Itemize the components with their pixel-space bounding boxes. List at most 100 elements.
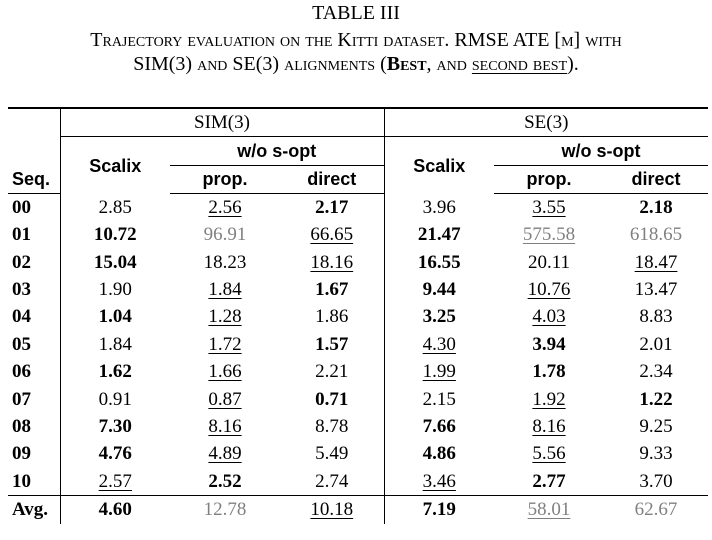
value-cell: 1.72 bbox=[170, 331, 280, 358]
value-cell: 1.99 bbox=[383, 358, 494, 386]
value-cell: 9.25 bbox=[604, 413, 708, 440]
value-cell: 3.96 bbox=[383, 193, 494, 222]
value-text: 58.01 bbox=[527, 499, 571, 521]
caption-unit: m bbox=[561, 29, 574, 51]
value-text: 1.57 bbox=[315, 333, 349, 355]
value-cell: 1.86 bbox=[280, 304, 384, 331]
header-prop-sim3: prop. bbox=[170, 165, 280, 195]
value-text: 62.67 bbox=[634, 499, 678, 521]
value-cell: 1.84 bbox=[59, 331, 170, 359]
caption-best-label: Best bbox=[386, 53, 427, 75]
seq-cell: 04 bbox=[12, 306, 31, 328]
value-text: 1.22 bbox=[639, 388, 673, 410]
value-text: 1.04 bbox=[98, 306, 132, 328]
value-text: 0.71 bbox=[315, 388, 349, 410]
value-cell: 10.76 bbox=[494, 276, 604, 303]
header-seq: Seq. bbox=[8, 165, 60, 195]
value-text: 9.44 bbox=[422, 279, 456, 301]
value-text: 2.77 bbox=[532, 470, 566, 492]
table-row: 05 1.84 1.72 1.57 4.30 3.94 2.01 bbox=[8, 331, 708, 359]
value-text: 16.55 bbox=[417, 251, 461, 273]
results-table: SIM(3) SE(3) Scalix w/o s-opt Scalix w/o… bbox=[8, 107, 708, 524]
value-text: 2.85 bbox=[98, 196, 132, 218]
caption-line-2: SIM(3) and SE(3) alignments (Best, and s… bbox=[0, 52, 712, 76]
table-row: 08 7.30 8.16 8.78 7.66 8.16 9.25 bbox=[8, 413, 708, 441]
value-text: 1.66 bbox=[208, 361, 242, 383]
caption-text: dataset. RMSE ATE [ bbox=[378, 29, 562, 51]
value-cell: 10.72 bbox=[59, 221, 170, 249]
value-text: 66.65 bbox=[310, 224, 354, 246]
caption-line-1: Trajectory evaluation on the Kitti datas… bbox=[0, 28, 712, 52]
seq-cell: 08 bbox=[12, 415, 31, 437]
caption-dataset-name: Kitti bbox=[337, 29, 379, 51]
value-text: 10.72 bbox=[93, 224, 137, 246]
value-text: 1.72 bbox=[208, 333, 242, 355]
value-cell: 2.85 bbox=[59, 193, 170, 222]
value-cell: 618.65 bbox=[604, 222, 708, 249]
seq-cell: 05 bbox=[12, 333, 31, 355]
seq-cell: 07 bbox=[12, 388, 31, 410]
caption-text: Trajectory evaluation on the bbox=[90, 29, 338, 51]
value-text: 1.84 bbox=[208, 279, 242, 301]
value-cell: 4.76 bbox=[59, 440, 170, 469]
value-text: 1.99 bbox=[422, 361, 456, 383]
header-empty bbox=[8, 137, 60, 165]
value-cell: 7.66 bbox=[383, 413, 494, 441]
value-text: 4.03 bbox=[532, 306, 566, 328]
caption-second-best-label: second best bbox=[471, 53, 568, 75]
table-row: 04 1.04 1.28 1.86 3.25 4.03 8.83 bbox=[8, 303, 708, 332]
value-cell: 18.16 bbox=[280, 249, 384, 276]
value-cell: 9.33 bbox=[604, 441, 708, 468]
caption-text: ] with bbox=[573, 29, 622, 51]
value-text: 1.86 bbox=[315, 306, 349, 328]
value-text: 2.15 bbox=[422, 388, 456, 410]
seq-cell: 00 bbox=[12, 196, 31, 218]
value-cell: 0.91 bbox=[59, 385, 170, 414]
value-cell: 2.21 bbox=[280, 359, 384, 386]
value-text: 8.78 bbox=[315, 415, 349, 437]
header-sim3: SIM(3) bbox=[59, 107, 384, 138]
value-cell: 12.78 bbox=[170, 495, 280, 524]
value-cell: 1.84 bbox=[170, 276, 280, 303]
value-cell: 7.19 bbox=[383, 495, 494, 524]
header-empty bbox=[8, 107, 60, 137]
header-wo-sopt-se3: w/o s-opt bbox=[494, 136, 708, 166]
value-cell: 1.78 bbox=[494, 359, 604, 386]
value-cell: 13.47 bbox=[604, 276, 708, 303]
value-text: 18.23 bbox=[203, 251, 247, 273]
value-cell: 20.11 bbox=[494, 249, 604, 276]
value-text: 2.57 bbox=[98, 470, 132, 492]
value-cell: 5.49 bbox=[280, 441, 384, 468]
value-text: 20.11 bbox=[527, 251, 571, 273]
value-cell: 66.65 bbox=[280, 222, 384, 249]
value-cell: 1.62 bbox=[59, 358, 170, 386]
value-text: 15.04 bbox=[93, 251, 137, 273]
value-cell: 2.52 bbox=[170, 468, 280, 496]
value-cell: 8.78 bbox=[280, 413, 384, 440]
value-text: 1.84 bbox=[98, 333, 132, 355]
value-cell: 2.01 bbox=[604, 331, 708, 358]
value-cell: 9.44 bbox=[383, 276, 494, 304]
value-text: 4.89 bbox=[208, 443, 242, 465]
value-cell: 16.55 bbox=[383, 248, 494, 277]
value-text: 0.87 bbox=[208, 388, 242, 410]
value-text: 5.49 bbox=[315, 443, 349, 465]
value-text: 7.30 bbox=[98, 415, 132, 437]
table-row-average: Avg. 4.60 12.78 10.18 7.19 58.01 62.67 bbox=[8, 495, 708, 524]
value-text: 9.33 bbox=[639, 443, 673, 465]
value-text: 4.60 bbox=[98, 499, 132, 521]
table-body: 00 2.85 2.56 2.17 3.96 3.55 2.18 01 10.72 96.91 66… bbox=[8, 193, 708, 524]
header-prop-se3: prop. bbox=[494, 165, 604, 195]
seq-cell: 10 bbox=[12, 470, 31, 492]
seq-cell: 03 bbox=[12, 279, 31, 301]
value-text: 2.17 bbox=[315, 196, 349, 218]
value-text: 4.76 bbox=[98, 443, 132, 465]
table-row: 06 1.62 1.66 2.21 1.99 1.78 2.34 bbox=[8, 358, 708, 386]
value-text: 10.76 bbox=[527, 279, 571, 301]
value-text: 4.86 bbox=[422, 443, 456, 465]
value-cell: 4.30 bbox=[383, 331, 494, 359]
value-cell: 3.55 bbox=[494, 194, 604, 222]
value-text: 8.16 bbox=[532, 415, 566, 437]
value-cell: 21.47 bbox=[383, 221, 494, 249]
value-text: 7.66 bbox=[422, 415, 456, 437]
